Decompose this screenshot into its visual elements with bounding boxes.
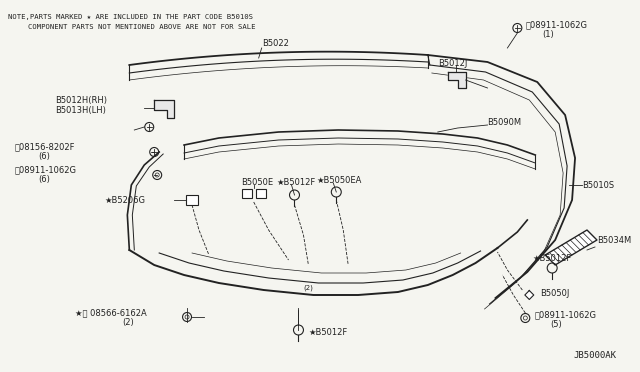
Text: B5050E: B5050E xyxy=(241,177,273,186)
Text: B5012J: B5012J xyxy=(438,58,467,67)
Bar xyxy=(256,189,266,198)
Text: ⓝ08911-1062G: ⓝ08911-1062G xyxy=(525,20,588,29)
Text: ★B5012F: ★B5012F xyxy=(276,177,316,186)
Text: (2): (2) xyxy=(303,285,314,291)
Text: ★B5012F: ★B5012F xyxy=(308,327,348,337)
Bar xyxy=(242,189,252,198)
Text: (6): (6) xyxy=(38,151,50,160)
Text: ⓝ08911-1062G: ⓝ08911-1062G xyxy=(534,311,596,320)
Text: NOTE,PARTS MARKED ★ ARE INCLUDED IN THE PART CODE B5010S: NOTE,PARTS MARKED ★ ARE INCLUDED IN THE … xyxy=(8,14,253,20)
Text: ★B5206G: ★B5206G xyxy=(104,196,145,205)
Text: (6): (6) xyxy=(38,174,50,183)
Text: (5): (5) xyxy=(550,320,562,328)
Polygon shape xyxy=(545,230,597,265)
Text: ⓝ08911-1062G: ⓝ08911-1062G xyxy=(15,166,77,174)
Text: B5090M: B5090M xyxy=(488,118,522,126)
Text: ★B5050EA: ★B5050EA xyxy=(316,176,362,185)
Text: B5022: B5022 xyxy=(262,38,289,48)
Text: COMPONENT PARTS NOT MENTIONED ABOVE ARE NOT FOR SALE: COMPONENT PARTS NOT MENTIONED ABOVE ARE … xyxy=(28,24,255,30)
Text: (1): (1) xyxy=(542,29,554,38)
Text: B5050J: B5050J xyxy=(540,289,570,298)
Polygon shape xyxy=(154,100,174,118)
Text: B5013H(LH): B5013H(LH) xyxy=(55,106,106,115)
Bar xyxy=(186,195,198,205)
Text: B5034M: B5034M xyxy=(597,235,631,244)
Text: B5010S: B5010S xyxy=(582,180,614,189)
Polygon shape xyxy=(525,291,534,299)
Text: B5012H(RH): B5012H(RH) xyxy=(55,96,107,105)
Polygon shape xyxy=(448,72,466,88)
Text: ★Ⓢ 08566-6162A: ★Ⓢ 08566-6162A xyxy=(75,308,147,317)
Text: ⓝ08156-8202F: ⓝ08156-8202F xyxy=(15,142,76,151)
Text: ★B5012F: ★B5012F xyxy=(532,253,572,263)
Text: (2): (2) xyxy=(122,318,134,327)
Text: JB5000AK: JB5000AK xyxy=(574,351,617,360)
